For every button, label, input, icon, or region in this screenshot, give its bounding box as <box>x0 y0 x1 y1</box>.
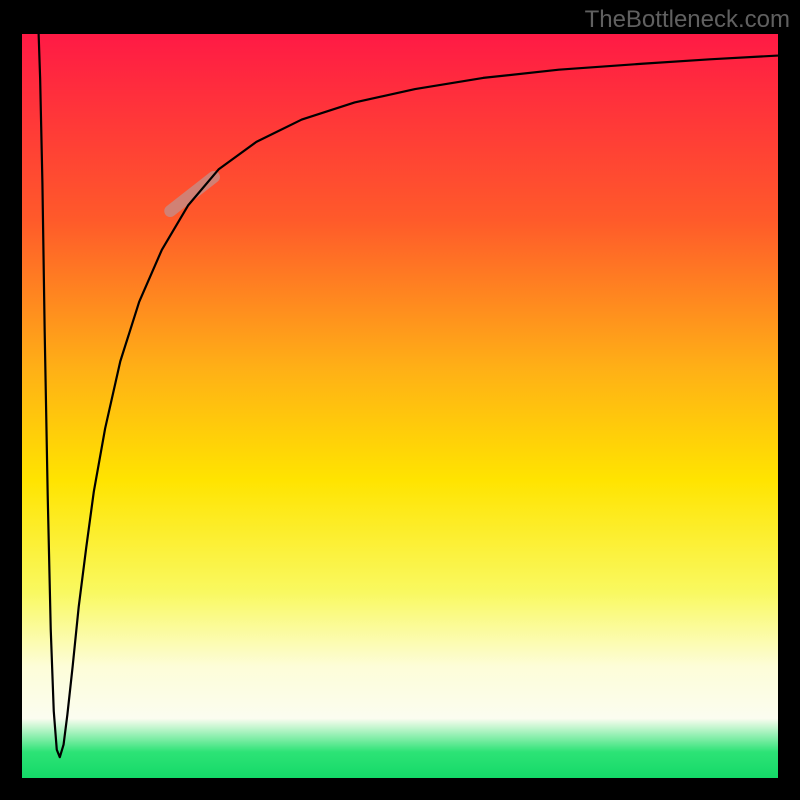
bottleneck-curve-chart <box>0 0 800 800</box>
chart-root: TheBottleneck.com <box>0 0 800 800</box>
chart-gradient-background <box>22 34 778 778</box>
attribution-text: TheBottleneck.com <box>585 6 790 34</box>
